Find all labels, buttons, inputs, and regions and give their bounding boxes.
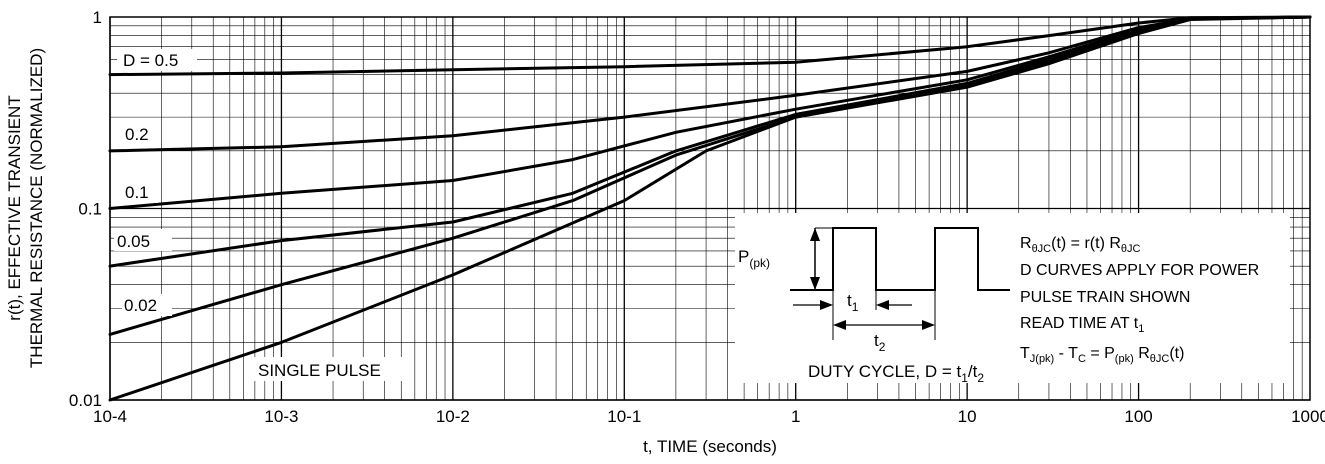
curves-layer — [108, 15, 1312, 402]
label-d002: 0.02 — [124, 296, 157, 315]
y-tick-labels: 1 0.1 0.01 — [69, 8, 102, 410]
inset-t2-label: t2 — [874, 331, 886, 354]
x-tick-label: 100 — [1124, 407, 1152, 426]
inset-line5: TJ(pk) - TC = P(pk) RθJC(t) — [1020, 345, 1184, 365]
y-tick-label: 0.01 — [69, 391, 102, 410]
inset-box — [735, 213, 1290, 383]
inset-duty-cycle: DUTY CYCLE, D = t1/t2 — [808, 362, 984, 385]
y-axis-label-line1: r(t), EFFECTIVE TRANSIENT — [5, 95, 24, 320]
x-tick-label: 1000 — [1291, 407, 1325, 426]
y-tick-label: 0.1 — [78, 200, 102, 219]
label-d01: 0.1 — [125, 183, 149, 202]
label-d02: 0.2 — [125, 125, 149, 144]
x-tick-label: 10-4 — [93, 407, 127, 426]
x-tick-labels: 10-4 10-3 10-2 10-1 1 10 100 1000 — [93, 407, 1325, 426]
label-single-pulse: SINGLE PULSE — [258, 361, 381, 380]
label-d05: D = 0.5 — [123, 51, 178, 70]
inset-line4: READ TIME AT t1 — [1020, 315, 1144, 335]
series-line-5 — [108, 15, 1312, 402]
inset-p-label: P(pk) — [738, 247, 770, 270]
x-tick-label: 10 — [958, 407, 977, 426]
inset-diagram — [790, 227, 1010, 340]
x-tick-label: 10-3 — [264, 407, 298, 426]
y-tick-label: 1 — [93, 8, 102, 27]
inset-line3: PULSE TRAIN SHOWN — [1020, 289, 1190, 306]
x-axis-label: t, TIME (seconds) — [643, 437, 777, 456]
x-tick-label: 10-1 — [607, 407, 641, 426]
series-line-2 — [108, 15, 1312, 210]
inset-line2: D CURVES APPLY FOR POWER — [1020, 262, 1259, 279]
inset-t1-label: t1 — [847, 291, 859, 314]
inset-line1: RθJC(t) = r(t) RθJC — [1020, 235, 1141, 255]
x-tick-label: 1 — [791, 407, 800, 426]
y-axis-label-line2: THERMAL RESISTANCE (NORMALIZED) — [27, 48, 46, 368]
series-line-0 — [108, 15, 1312, 77]
label-d005: 0.05 — [117, 232, 150, 251]
x-tick-label: 10-2 — [436, 407, 470, 426]
